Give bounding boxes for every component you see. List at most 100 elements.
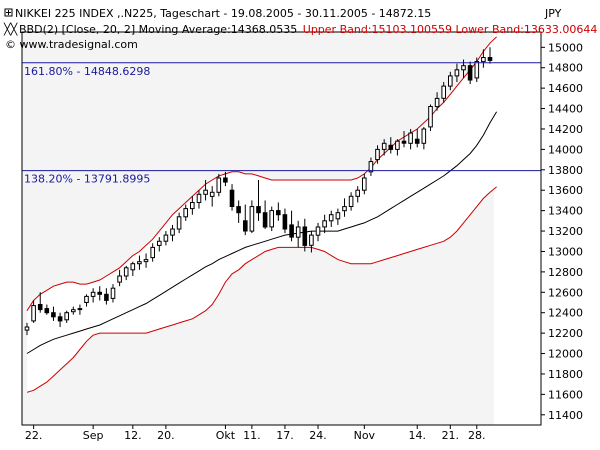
candle xyxy=(196,190,202,209)
candle-body-up xyxy=(421,128,427,144)
candle-body-up xyxy=(348,195,354,208)
candle-body-up xyxy=(137,261,142,265)
y-tick-label: 13800 xyxy=(548,164,583,177)
y-tick-label: 14200 xyxy=(548,123,583,136)
candle-body-down xyxy=(51,312,56,318)
candle xyxy=(342,198,347,217)
candle-body-up xyxy=(143,259,149,263)
y-tick-label: 12800 xyxy=(548,266,583,279)
candle-body-up xyxy=(328,214,334,222)
candle xyxy=(84,294,89,307)
candle xyxy=(249,200,255,234)
candle xyxy=(454,63,460,83)
y-tick-label: 14400 xyxy=(548,103,583,116)
candle-body-down xyxy=(282,214,288,230)
candle xyxy=(441,82,446,103)
candle xyxy=(368,157,374,176)
candle xyxy=(130,261,136,276)
fib-level-label: 138.20% - 13791.8995 xyxy=(24,173,150,186)
candle xyxy=(282,208,288,234)
candle-body-up xyxy=(170,228,175,236)
candle-body-up xyxy=(117,275,122,283)
candle xyxy=(97,286,103,301)
indicator-label: BBD(2) [Close, 20, 2] Moving Average:143… xyxy=(19,23,597,36)
candle xyxy=(256,180,261,221)
candle xyxy=(289,210,294,242)
candle-body-up xyxy=(461,65,466,71)
x-tick-label: 24. xyxy=(309,429,327,442)
candle-body-up xyxy=(381,142,387,150)
candle xyxy=(315,222,321,242)
y-tick-label: 11800 xyxy=(548,368,583,381)
y-tick-label: 12400 xyxy=(548,307,583,320)
candle xyxy=(183,204,188,221)
y-tick-label: 12600 xyxy=(548,286,583,299)
candle-body-up xyxy=(481,57,486,63)
candle-body-up xyxy=(64,312,70,321)
candle-body-down xyxy=(467,65,473,81)
candle xyxy=(216,173,222,197)
candle xyxy=(481,49,486,68)
candle-body-down xyxy=(223,177,228,183)
candle-body-up xyxy=(157,240,162,246)
candle-body-up xyxy=(434,97,440,108)
candle-body-up xyxy=(362,177,367,191)
candle-body-up xyxy=(368,161,374,173)
x-tick-label: 17. xyxy=(276,429,294,442)
y-tick-label: 11400 xyxy=(548,409,583,422)
y-tick-label: 14000 xyxy=(548,143,583,156)
candle-body-down xyxy=(97,291,103,295)
candle-body-up xyxy=(123,267,129,277)
candle-body-down xyxy=(276,210,281,216)
candle xyxy=(150,243,155,262)
y-tick-label: 13000 xyxy=(548,245,583,258)
candle xyxy=(401,131,407,148)
candle xyxy=(487,47,493,64)
candle xyxy=(388,137,394,154)
candle xyxy=(117,269,122,287)
candle-body-up xyxy=(309,234,314,246)
candle-body-up xyxy=(335,212,341,220)
candle xyxy=(262,200,268,230)
candle xyxy=(276,202,281,221)
y-tick-label: 14800 xyxy=(548,62,583,75)
moving-average-line xyxy=(26,111,498,354)
x-tick-label: Nov xyxy=(354,429,376,442)
candle xyxy=(302,218,308,252)
currency-label: JPY xyxy=(544,7,562,20)
candle-body-down xyxy=(256,206,261,214)
x-tick-label: 11. xyxy=(243,429,261,442)
candle-body-down xyxy=(44,308,50,314)
y-tick-label: 11600 xyxy=(548,388,583,401)
candle xyxy=(157,237,162,252)
candle xyxy=(309,231,314,253)
candle-body-down xyxy=(236,206,241,214)
candle xyxy=(137,255,142,270)
candle xyxy=(51,306,56,321)
candle xyxy=(176,212,182,234)
band-fill xyxy=(27,36,497,393)
x-tick-label: 20. xyxy=(157,429,175,442)
candle-body-up xyxy=(269,210,274,228)
candle xyxy=(428,104,433,132)
candle-body-up xyxy=(249,206,255,232)
candle xyxy=(434,92,440,111)
candle-body-down xyxy=(414,138,420,144)
candle-body-down xyxy=(104,293,109,301)
candle xyxy=(414,128,420,148)
candle-body-up xyxy=(216,177,222,193)
candle-body-up xyxy=(150,246,155,259)
candle-body-up xyxy=(183,208,188,218)
candle xyxy=(381,139,387,156)
candle-body-up xyxy=(84,295,89,303)
candle xyxy=(44,304,50,315)
candle xyxy=(24,322,30,336)
candle xyxy=(322,214,327,234)
indicator-average-text: BBD(2) [Close, 20, 2] Moving Average:143… xyxy=(19,23,297,36)
candle-body-up xyxy=(163,234,169,242)
candle-body-up xyxy=(448,75,453,87)
candle xyxy=(421,126,427,150)
candle-body-up xyxy=(375,148,380,161)
candle-body-up xyxy=(77,308,83,311)
